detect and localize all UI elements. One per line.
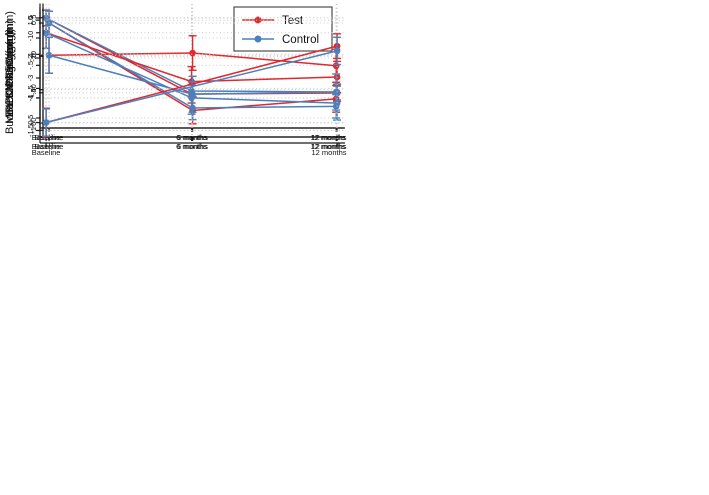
y-tick-label: -1.5: [26, 124, 35, 137]
series-line: [45, 45, 338, 124]
y-tick-label: -1: [29, 127, 38, 134]
data-point-marker: [189, 49, 196, 57]
series-line: [45, 50, 338, 124]
y-axis-title: MBL Change (mm): [4, 31, 16, 124]
legend-label: Control: [282, 34, 319, 46]
x-tick-label: 12 months: [311, 142, 346, 151]
x-tick-label: 12 months: [311, 148, 346, 157]
y-axis-title: BOP% Change: [4, 29, 16, 104]
data-point-marker: [42, 119, 50, 126]
y-tick-label: -40: [29, 84, 38, 95]
data-point-marker: [332, 88, 340, 96]
y-tick-label: 0: [26, 120, 35, 124]
data-point-marker: [42, 29, 50, 37]
y-axis-title: Buccal KM Change (mm): [4, 11, 16, 134]
y-tick-label: .5: [29, 15, 38, 21]
y-tick-label: -1: [26, 35, 35, 42]
data-point-marker: [333, 47, 341, 55]
y-tick-label: 0: [29, 53, 38, 57]
y-axis-title: Buccal REC (mm): [4, 28, 16, 116]
x-tick-label: 6 months: [177, 142, 208, 151]
y-tick-label: -3: [26, 75, 35, 82]
y-tick-label: 0: [26, 16, 35, 20]
x-tick-label: Baseline: [35, 142, 64, 151]
chart-panel-mbl-change: 1.5 1.5 0 Baseline 12 months MBL Change (mm): [0, 0, 355, 165]
y-tick-label: 1: [26, 52, 35, 56]
y-tick-label: 1.5: [26, 15, 35, 25]
y-tick-label: 0: [26, 31, 35, 35]
y-tick-label: -1: [26, 95, 35, 102]
legend-marker: [254, 35, 262, 43]
y-tick-label: 0: [29, 21, 38, 25]
y-tick-label: -60: [29, 118, 38, 129]
y-tick-label: -4: [26, 95, 35, 102]
chart-panel-buccal-km-change: .5 0 -.5 -1 Baseline 6 months 12 months Buccal …: [0, 0, 354, 165]
data-point-marker: [45, 51, 53, 59]
x-tick-label: Baseline: [32, 148, 61, 157]
legend-box: [233, 6, 333, 52]
legend-label: Test: [282, 15, 304, 27]
y-axis-title: PPD Change (mm): [4, 20, 16, 113]
x-tick-label: 6 months: [176, 142, 207, 151]
y-tick-label: -5: [26, 115, 35, 122]
y-tick-label: -20: [29, 51, 38, 62]
y-tick-label: -.5: [29, 88, 38, 97]
data-point-marker: [333, 99, 341, 107]
y-tick-label: -.5: [26, 61, 35, 70]
data-point-marker: [189, 90, 196, 98]
x-tick-label: 12 months: [310, 142, 345, 151]
y-tick-label: .5: [26, 85, 35, 91]
y-tick-label: -2: [26, 55, 35, 62]
